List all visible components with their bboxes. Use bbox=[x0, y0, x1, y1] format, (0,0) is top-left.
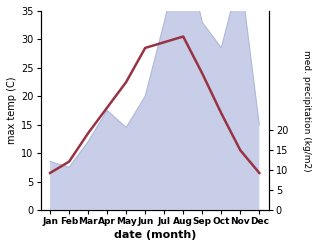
X-axis label: date (month): date (month) bbox=[114, 230, 196, 240]
Y-axis label: med. precipitation (kg/m2): med. precipitation (kg/m2) bbox=[302, 50, 311, 171]
Y-axis label: max temp (C): max temp (C) bbox=[7, 77, 17, 144]
